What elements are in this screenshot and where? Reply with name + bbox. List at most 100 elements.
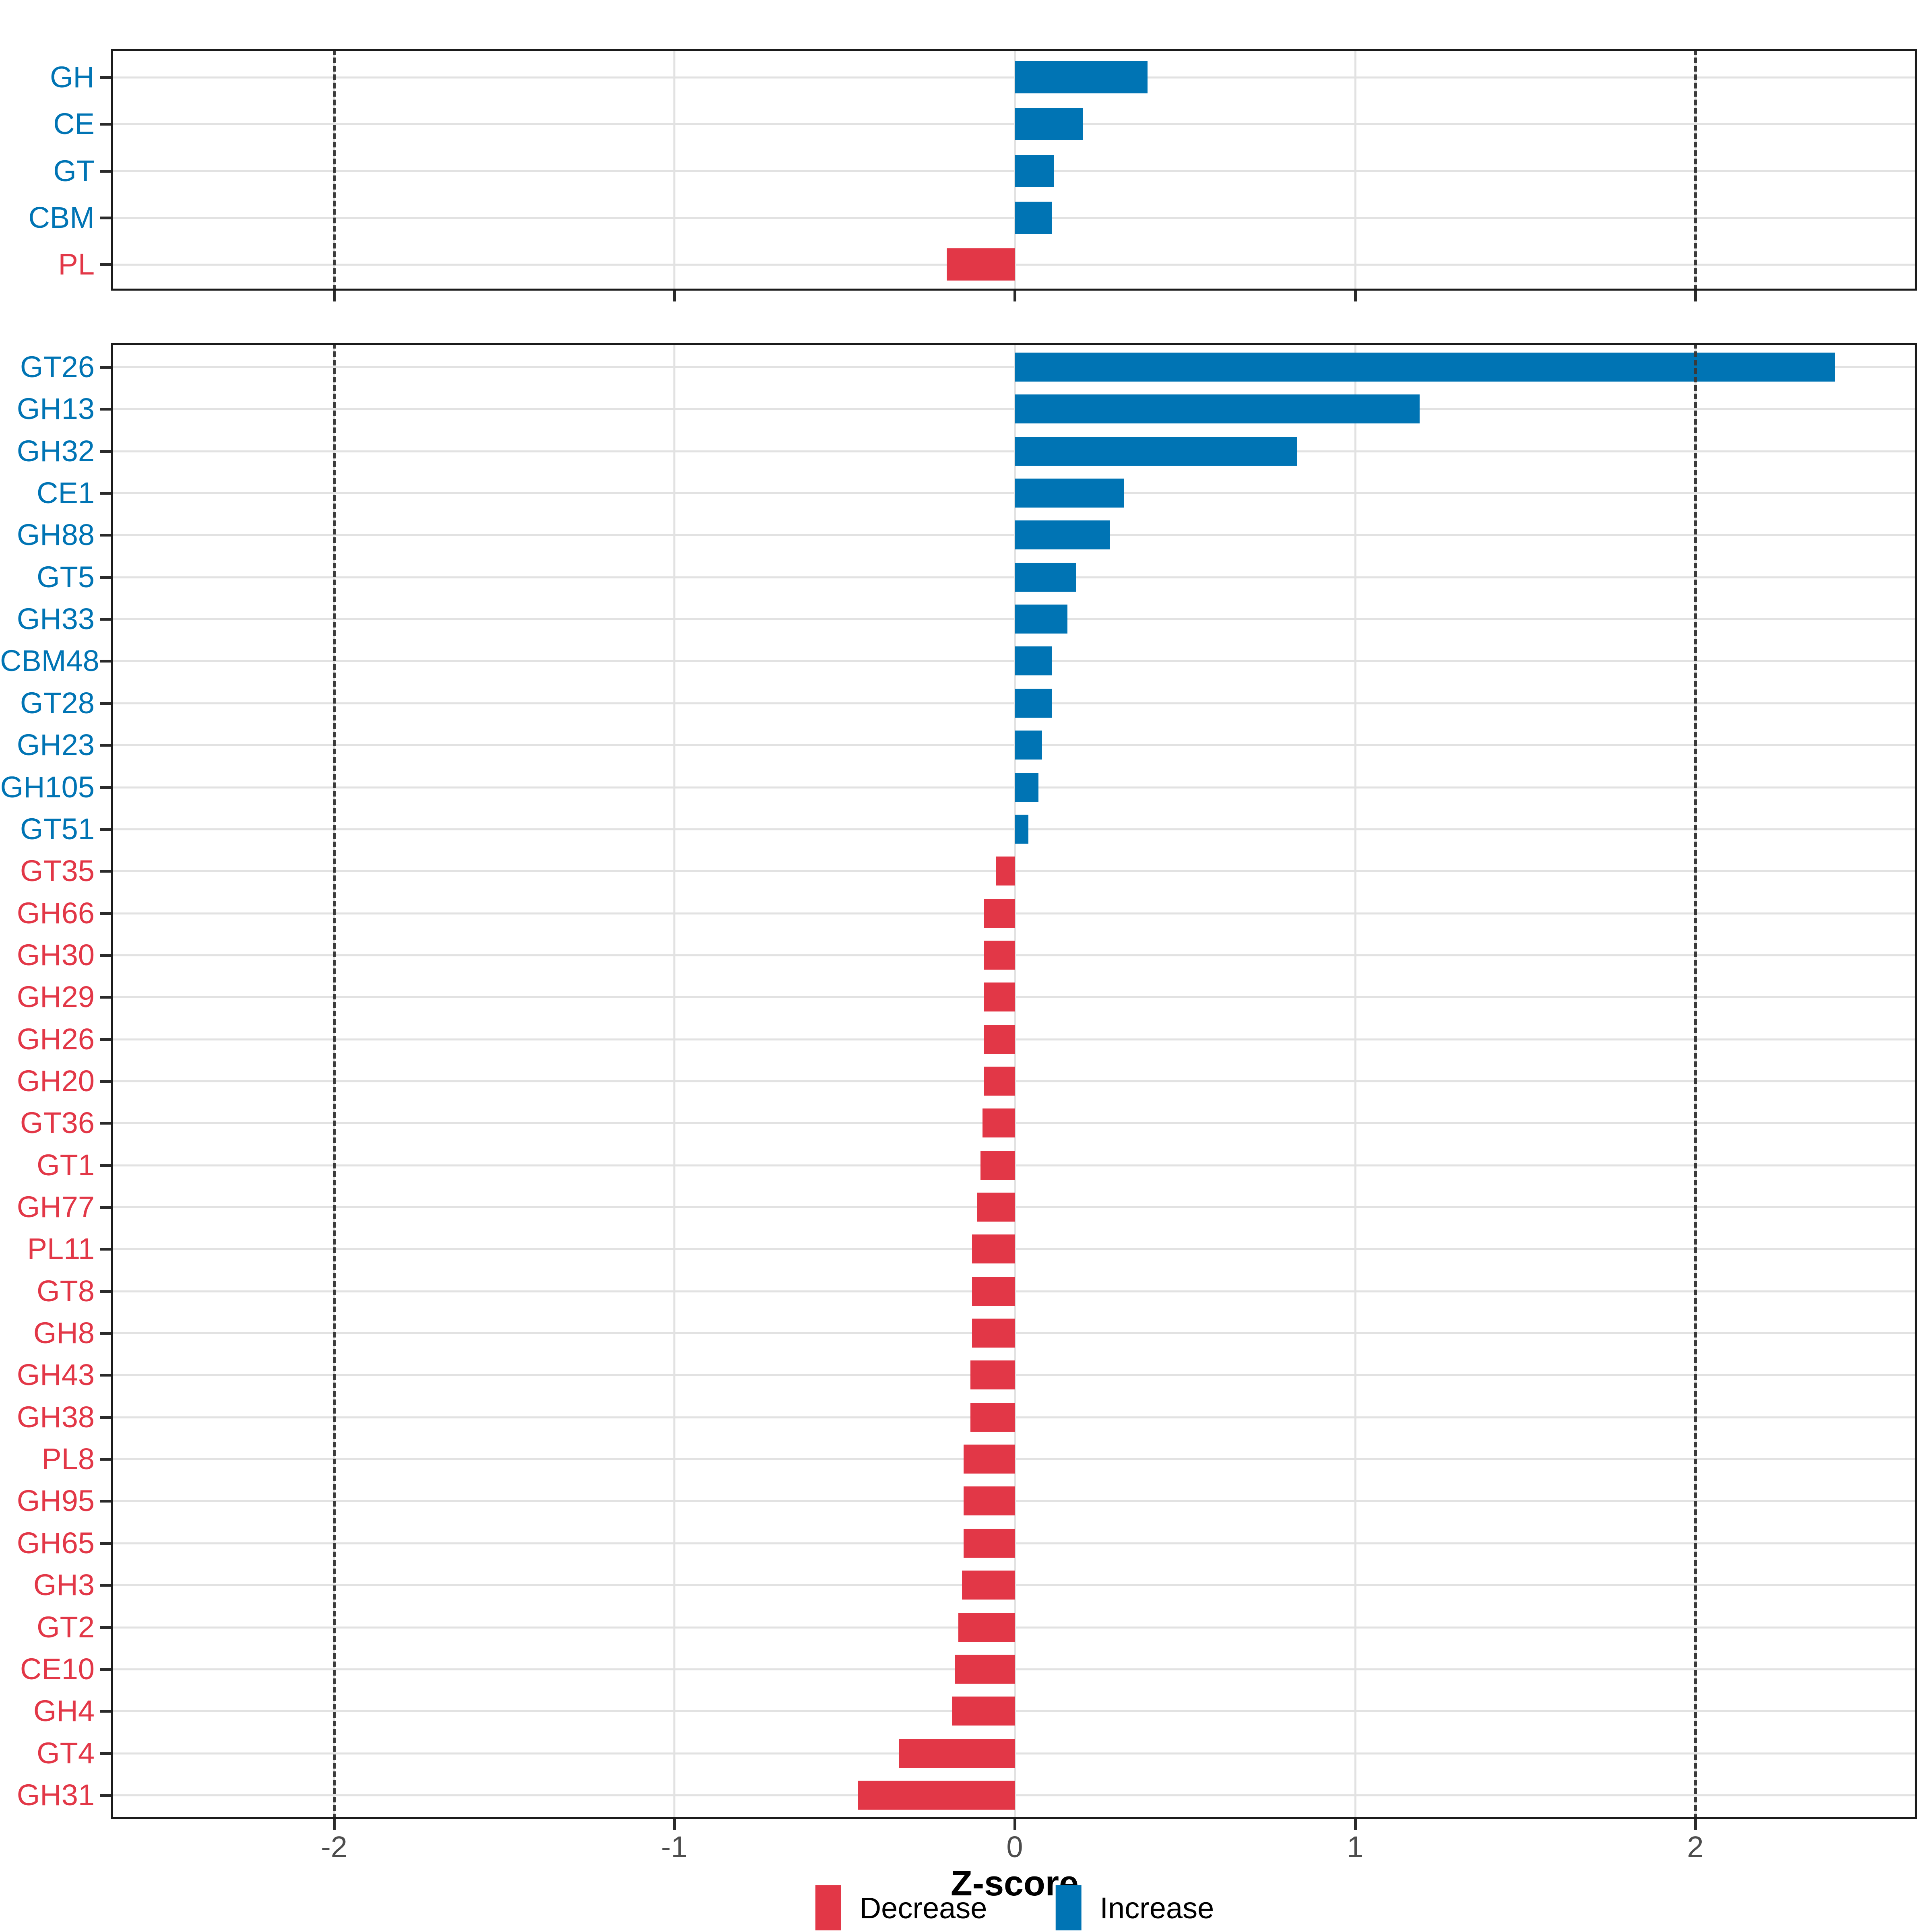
row-label-GH38: GH38 bbox=[17, 1400, 95, 1434]
row-label-PL8: PL8 bbox=[41, 1442, 95, 1476]
y-tick-mark bbox=[100, 217, 111, 219]
bar-GT bbox=[1015, 155, 1054, 187]
y-tick-mark bbox=[100, 912, 111, 915]
row-label-GH30: GH30 bbox=[17, 938, 95, 972]
row-label-GT51: GT51 bbox=[20, 812, 95, 846]
bar-CE1 bbox=[1015, 479, 1124, 508]
bar-GH29 bbox=[984, 983, 1015, 1011]
y-tick-mark bbox=[100, 828, 111, 831]
bar-GH3 bbox=[962, 1571, 1015, 1600]
row-label-CBM48: CBM48 bbox=[0, 644, 99, 677]
row-label-GH29: GH29 bbox=[17, 980, 95, 1013]
bar-GT51 bbox=[1015, 815, 1028, 844]
y-gridline bbox=[111, 170, 1917, 172]
bar-GT26 bbox=[1015, 353, 1835, 382]
bar-GH23 bbox=[1015, 731, 1042, 760]
y-tick-mark bbox=[100, 534, 111, 537]
row-label-GH3: GH3 bbox=[33, 1568, 95, 1602]
bottom-panel-border bbox=[111, 343, 1917, 1819]
y-tick-mark bbox=[100, 492, 111, 495]
y-tick-mark bbox=[100, 1374, 111, 1377]
row-label-GH31: GH31 bbox=[17, 1778, 95, 1812]
dashed-reference-line bbox=[1694, 49, 1697, 291]
y-tick-mark bbox=[100, 263, 111, 266]
y-tick-mark bbox=[100, 1122, 111, 1125]
legend-key-increase bbox=[1055, 1885, 1082, 1930]
dashed-reference-line bbox=[333, 49, 336, 291]
x-tick-mark bbox=[1354, 1819, 1357, 1830]
y-tick-mark bbox=[100, 870, 111, 873]
x-gridline bbox=[1354, 49, 1356, 291]
x-tick-mark bbox=[673, 1819, 676, 1830]
y-tick-mark bbox=[100, 1626, 111, 1629]
y-tick-mark bbox=[100, 1332, 111, 1335]
y-tick-mark bbox=[100, 123, 111, 126]
y-tick-mark bbox=[100, 744, 111, 747]
bar-GH43 bbox=[970, 1360, 1015, 1389]
bar-GH13 bbox=[1015, 394, 1420, 423]
y-gridline bbox=[111, 408, 1917, 410]
row-label-GT5: GT5 bbox=[37, 560, 95, 594]
row-label-GT4: GT4 bbox=[37, 1736, 95, 1770]
y-tick-mark bbox=[100, 1752, 111, 1755]
row-label-GH77: GH77 bbox=[17, 1190, 95, 1224]
bar-GT1 bbox=[980, 1151, 1015, 1180]
bar-GH8 bbox=[972, 1319, 1015, 1348]
bar-GH30 bbox=[984, 941, 1015, 970]
bar-GT36 bbox=[983, 1108, 1015, 1137]
y-gridline bbox=[111, 123, 1917, 125]
x-tick-mark bbox=[333, 1819, 336, 1830]
row-label-GT2: GT2 bbox=[37, 1610, 95, 1644]
bar-GH bbox=[1015, 61, 1148, 93]
y-tick-mark bbox=[100, 1248, 111, 1251]
row-label-GH: GH bbox=[50, 60, 95, 94]
row-label-GH26: GH26 bbox=[17, 1022, 95, 1056]
x-gridline bbox=[673, 49, 675, 291]
y-gridline bbox=[111, 76, 1917, 78]
row-label-GT36: GT36 bbox=[20, 1106, 95, 1139]
row-label-GT: GT bbox=[53, 154, 95, 188]
y-tick-mark bbox=[100, 1668, 111, 1671]
bar-GT8 bbox=[972, 1277, 1015, 1306]
y-gridline bbox=[111, 660, 1917, 662]
bar-GH95 bbox=[964, 1486, 1015, 1515]
bar-GH26 bbox=[984, 1025, 1015, 1054]
y-tick-mark bbox=[100, 1416, 111, 1419]
y-tick-mark bbox=[100, 366, 111, 369]
y-gridline bbox=[111, 492, 1917, 494]
legend-item-increase: Increase bbox=[1055, 1885, 1214, 1930]
bar-GT4 bbox=[899, 1739, 1015, 1768]
y-tick-mark bbox=[100, 660, 111, 663]
x-tick-label: 2 bbox=[1687, 1830, 1704, 1864]
bar-GH105 bbox=[1015, 773, 1038, 802]
row-label-GT28: GT28 bbox=[20, 686, 95, 720]
bar-GH77 bbox=[977, 1193, 1015, 1222]
y-gridline bbox=[111, 576, 1917, 578]
y-tick-mark bbox=[100, 1164, 111, 1167]
x-tick-mark bbox=[333, 291, 336, 301]
legend-label: Decrease bbox=[859, 1891, 987, 1925]
y-gridline bbox=[111, 744, 1917, 746]
row-label-GH23: GH23 bbox=[17, 728, 95, 762]
x-tick-mark bbox=[1013, 291, 1016, 301]
row-label-GH65: GH65 bbox=[17, 1526, 95, 1560]
y-tick-mark bbox=[100, 786, 111, 789]
bar-GH88 bbox=[1015, 520, 1110, 549]
y-tick-mark bbox=[100, 170, 111, 173]
dashed-reference-line bbox=[1694, 343, 1697, 1819]
y-tick-mark bbox=[100, 1584, 111, 1587]
row-label-GT26: GT26 bbox=[20, 350, 95, 384]
y-tick-mark bbox=[100, 1290, 111, 1293]
y-tick-mark bbox=[100, 1458, 111, 1461]
y-gridline bbox=[111, 618, 1917, 620]
y-tick-mark bbox=[100, 76, 111, 79]
bar-GT35 bbox=[996, 857, 1015, 886]
y-tick-mark bbox=[100, 408, 111, 411]
bar-CE10 bbox=[955, 1655, 1015, 1684]
x-tick-label: -1 bbox=[661, 1830, 687, 1864]
y-tick-mark bbox=[100, 1080, 111, 1083]
y-gridline bbox=[111, 450, 1917, 452]
y-tick-mark bbox=[100, 1794, 111, 1797]
y-tick-mark bbox=[100, 1542, 111, 1545]
bar-GH31 bbox=[858, 1781, 1015, 1810]
